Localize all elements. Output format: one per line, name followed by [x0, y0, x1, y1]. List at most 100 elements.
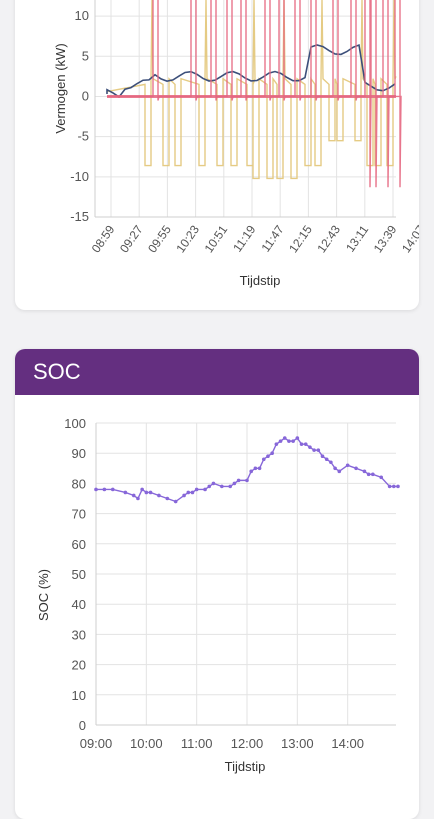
soc-data-point: [329, 460, 333, 465]
soc-data-point: [274, 442, 279, 446]
power-ytick-label: 0: [82, 88, 89, 103]
soc-data-point: [203, 487, 207, 492]
soc-data-point: [337, 469, 342, 474]
soc-xtick-label: 10:00: [130, 736, 163, 751]
soc-data-point: [245, 478, 249, 483]
soc-data-point: [387, 484, 392, 489]
soc-ytick-label: 90: [72, 446, 86, 461]
soc-data-point: [165, 496, 170, 501]
soc-ytick-label: 40: [72, 597, 86, 612]
soc-data-point: [236, 478, 241, 483]
soc-chart-card: SOC 100 90 80 70 60 50 40 30 20 10 0 09:00 10:00 11:0…: [15, 349, 419, 819]
power-xtick-label: 11:19: [230, 222, 258, 254]
soc-data-point: [194, 487, 199, 492]
power-ytick-label: -10: [70, 169, 89, 184]
soc-data-point: [182, 493, 186, 498]
soc-data-point: [354, 466, 358, 471]
power-xtick-label: 12:15: [286, 222, 315, 255]
soc-data-point: [295, 436, 300, 440]
soc-data-point: [392, 484, 396, 489]
soc-data-point: [173, 499, 178, 504]
soc-data-point: [228, 484, 233, 489]
soc-xtick-label: 09:00: [80, 736, 113, 751]
soc-data-point: [303, 442, 308, 446]
soc-data-point: [140, 487, 144, 492]
soc-data-point: [186, 490, 191, 495]
power-chart-card: 10 5 0 -5 -10 -15 08:59 09:27 09:55 10:23 10:51 11:…: [15, 0, 419, 310]
soc-ytick-label: 70: [72, 507, 86, 522]
power-xtick-label: 13:11: [343, 222, 371, 254]
soc-data-point: [157, 493, 161, 498]
soc-data-point: [136, 496, 140, 501]
power-ytick-label: -15: [70, 209, 89, 224]
soc-data-point: [110, 487, 115, 492]
soc-xtick-label: 11:00: [181, 736, 213, 751]
power-xtick-label: 13:39: [371, 222, 400, 255]
soc-data-point: [324, 457, 329, 462]
soc-data-point: [257, 466, 262, 471]
power-ytick-label: -5: [77, 129, 89, 144]
soc-data-point: [316, 448, 321, 452]
soc-ytick-label: 30: [72, 627, 86, 642]
soc-data-point: [312, 448, 316, 452]
soc-data-point: [379, 475, 384, 480]
power-ylabel: Vermogen (kW): [53, 43, 68, 133]
soc-data-point: [282, 436, 287, 440]
soc-data-point: [270, 451, 274, 455]
power-xtick-label: 10:23: [173, 222, 202, 255]
power-series-red: [107, 0, 402, 188]
soc-data-point: [253, 466, 258, 471]
soc-data-point: [366, 472, 371, 477]
power-series-navy: [106, 43, 396, 99]
soc-data-point: [299, 442, 304, 446]
soc-data-point: [345, 463, 350, 468]
soc-ytick-label: 20: [72, 658, 86, 673]
soc-data-point: [220, 484, 224, 489]
soc-data-point: [123, 490, 128, 495]
power-ytick-label: 5: [82, 48, 89, 63]
soc-data-point: [261, 457, 266, 462]
power-xtick-label: 09:27: [117, 222, 146, 255]
power-xtick-label: 08:59: [89, 222, 118, 255]
soc-data-point: [232, 481, 237, 486]
soc-data-point: [207, 484, 212, 489]
soc-data-point: [102, 487, 107, 492]
soc-data-point: [144, 490, 149, 495]
soc-xlabel: Tijdstip: [225, 759, 266, 774]
soc-data-point: [266, 454, 270, 459]
soc-data-point: [371, 472, 375, 477]
soc-ytick-label: 0: [79, 718, 86, 733]
soc-data-point: [278, 439, 283, 443]
soc-data-point: [287, 439, 291, 443]
soc-data-point: [308, 445, 312, 449]
soc-ytick-label: 10: [72, 688, 86, 703]
soc-data-point: [320, 454, 325, 459]
soc-ytick-label: 60: [72, 537, 86, 552]
power-xtick-label: 10:51: [202, 222, 231, 255]
soc-data-point: [131, 493, 136, 498]
power-ytick-label: 10: [75, 8, 89, 23]
soc-data-point: [94, 487, 98, 492]
soc-ytick-label: 50: [72, 567, 86, 582]
soc-xtick-label: 14:00: [331, 736, 364, 751]
soc-data-point: [291, 439, 295, 443]
soc-data-point: [396, 484, 400, 489]
soc-ylabel: SOC (%): [36, 569, 51, 621]
soc-data-point: [190, 490, 195, 495]
power-xtick-label: 09:55: [145, 222, 174, 255]
soc-xtick-label: 12:00: [231, 736, 264, 751]
soc-card-title: SOC: [33, 359, 81, 384]
soc-data-point: [362, 469, 367, 474]
power-xtick-label: 14:07: [399, 222, 419, 255]
soc-card-header: SOC: [15, 349, 419, 395]
soc-data-point: [211, 481, 216, 486]
power-xlabel: Tijdstip: [240, 273, 281, 288]
power-xtick-label: 11:47: [258, 222, 286, 254]
soc-xtick-label: 13:00: [281, 736, 314, 751]
soc-data-point: [333, 466, 337, 471]
power-xtick-label: 12:43: [314, 222, 343, 255]
soc-data-point: [148, 490, 153, 495]
soc-data-point: [249, 469, 253, 474]
